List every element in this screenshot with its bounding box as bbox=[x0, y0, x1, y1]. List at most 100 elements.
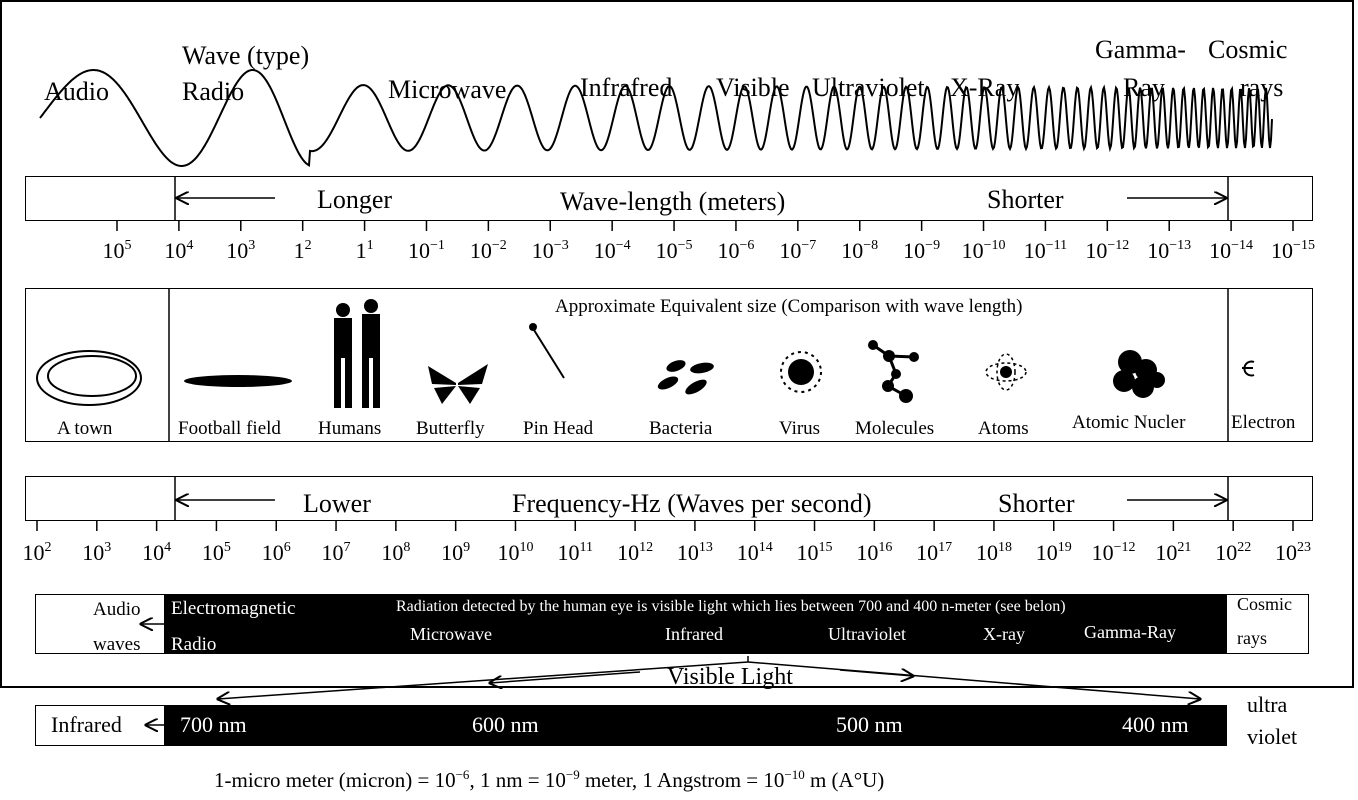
nm-600: 600 nm bbox=[472, 712, 539, 737]
wavelength-tick-label: 105 bbox=[103, 238, 132, 264]
label-xray: X-Ray bbox=[950, 73, 1020, 102]
tick-exponent: 21 bbox=[1177, 540, 1192, 555]
frequency-tick-label: 108 bbox=[381, 540, 410, 566]
frequency-tick-label: 1012 bbox=[617, 540, 653, 566]
frequency-tick-label: 10−12 bbox=[1092, 540, 1136, 566]
visible-arrow-700 bbox=[218, 661, 749, 699]
bacteria-icon bbox=[657, 360, 714, 395]
wavelength-title: Wave-length (meters) bbox=[560, 187, 786, 216]
tick-exponent: −2 bbox=[491, 238, 507, 253]
tick-exponent: −13 bbox=[1169, 238, 1192, 253]
footnote-part: 1-micro meter (micron) = 10 bbox=[214, 768, 456, 792]
wavelength-tick-label: 10−15 bbox=[1271, 238, 1315, 264]
tick-base: 10 bbox=[201, 540, 224, 565]
humans-icon bbox=[334, 299, 380, 408]
tick-base: 10 bbox=[1035, 540, 1058, 565]
tick-base: 10 bbox=[226, 238, 249, 263]
label-visible: Visible bbox=[716, 73, 790, 102]
nm-400: 400 nm bbox=[1122, 712, 1189, 737]
tick-exponent: 16 bbox=[878, 540, 893, 555]
label-gamma-ray: Ray bbox=[1123, 73, 1165, 102]
tick-exponent: 4 bbox=[164, 540, 172, 555]
tick-exponent: 4 bbox=[186, 238, 194, 253]
band-radio: Radio bbox=[171, 634, 217, 655]
tick-base: 10 bbox=[1275, 540, 1297, 565]
frequency-tick-label: 107 bbox=[322, 540, 351, 566]
tick-exponent: −11 bbox=[1045, 238, 1068, 253]
tick-exponent: −5 bbox=[677, 238, 693, 253]
tick-base: 10 bbox=[1085, 238, 1108, 263]
tick-base: 10 bbox=[1155, 540, 1178, 565]
tick-exponent: −12 bbox=[1107, 238, 1130, 253]
label-wave-type: Wave (type) bbox=[182, 41, 310, 70]
tick-base: 10 bbox=[779, 238, 802, 263]
tick-base: 10 bbox=[261, 540, 284, 565]
footnote-exp: −6 bbox=[455, 767, 470, 782]
tick-base: 10 bbox=[497, 540, 520, 565]
frequency-tick-label: 1015 bbox=[797, 540, 833, 566]
tick-base: 10 bbox=[321, 540, 344, 565]
tick-base: 10 bbox=[142, 540, 165, 565]
diagram-frame bbox=[0, 0, 1354, 688]
tick-base: 10 bbox=[164, 238, 187, 263]
wavelength-tick-label: 10−10 bbox=[962, 238, 1006, 264]
tick-exponent: 19 bbox=[1057, 540, 1072, 555]
tick-exponent: −15 bbox=[1293, 238, 1315, 253]
footnote-part: meter, 1 Angstrom = 10 bbox=[579, 768, 785, 792]
frequency-tick-label: 1013 bbox=[677, 540, 713, 566]
footnote-exp: −9 bbox=[565, 767, 580, 782]
band-em: Electromagnetic bbox=[171, 598, 296, 619]
tick-exponent: −6 bbox=[739, 238, 755, 253]
size-label: Electron bbox=[1231, 412, 1296, 433]
tick-exponent: −9 bbox=[925, 238, 941, 253]
frequency-bar bbox=[25, 476, 1313, 521]
tick-base: 10 bbox=[617, 540, 640, 565]
wavelength-tick-label: 10−14 bbox=[1209, 238, 1253, 264]
visible-ultra: ultra bbox=[1247, 692, 1288, 717]
tick-base: 10 bbox=[717, 238, 740, 263]
tick-base: 10 bbox=[916, 540, 939, 565]
frequency-tick-label: 109 bbox=[441, 540, 470, 566]
wavelength-tick-label: 11 bbox=[356, 238, 374, 264]
tick-exponent: 2 bbox=[304, 238, 312, 253]
visible-arrow-mid-left bbox=[490, 671, 641, 683]
tick-exponent: 3 bbox=[104, 540, 112, 555]
nm-700: 700 nm bbox=[180, 712, 247, 737]
size-label: Butterfly bbox=[416, 418, 485, 439]
frequency-tick-label: 104 bbox=[142, 540, 171, 566]
tick-exponent: 5 bbox=[124, 238, 132, 253]
label-cosmic-rays: rays bbox=[1240, 73, 1284, 102]
label-audio: Audio bbox=[44, 77, 109, 106]
wavelength-shorter: Shorter bbox=[987, 185, 1064, 214]
tick-base: 10 bbox=[961, 238, 984, 263]
size-label: Virus bbox=[779, 418, 821, 439]
tick-base: 10 bbox=[441, 540, 464, 565]
electron-icon bbox=[1242, 360, 1255, 377]
tick-exponent: 17 bbox=[938, 540, 953, 555]
atoms-icon bbox=[985, 353, 1027, 391]
label-infrared: Infrafred bbox=[580, 73, 673, 102]
wavelength-tick-label: 10−6 bbox=[717, 238, 754, 264]
band-caption: Radiation detected by the human eye is v… bbox=[396, 598, 1066, 615]
tick-exponent: 11 bbox=[579, 540, 594, 555]
unit-footnote: 1-micro meter (micron) = 10−6, 1 nm = 10… bbox=[214, 768, 884, 793]
tick-base: 10 bbox=[975, 540, 998, 565]
label-cosmic: Cosmic bbox=[1208, 35, 1288, 64]
footnote-exp: −10 bbox=[784, 767, 805, 782]
pin-head-icon bbox=[529, 323, 565, 379]
frequency-tick-label: 1018 bbox=[976, 540, 1012, 566]
frequency-tick-label: 102 bbox=[23, 540, 52, 566]
size-label: Bacteria bbox=[649, 418, 713, 439]
frequency-lower: Lower bbox=[303, 489, 371, 518]
tick-exponent: 9 bbox=[463, 540, 471, 555]
tick-exponent: −4 bbox=[615, 238, 631, 253]
size-label: A town bbox=[57, 418, 113, 439]
visible-violet: violet bbox=[1247, 724, 1298, 749]
visible-arrow-400 bbox=[747, 661, 1200, 699]
band-cosmic-rays: rays bbox=[1237, 628, 1267, 648]
tick-base: 10 bbox=[102, 238, 125, 263]
tick-base: 10 bbox=[841, 238, 864, 263]
band-audio: Audio bbox=[93, 599, 141, 620]
band-cosmic: Cosmic bbox=[1237, 594, 1293, 614]
